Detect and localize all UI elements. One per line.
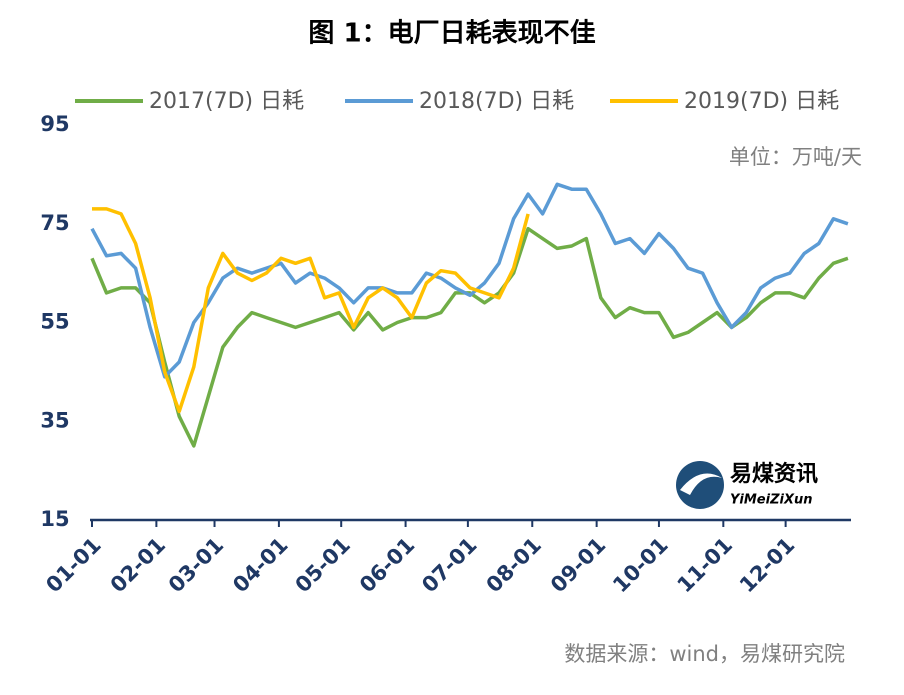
series-line bbox=[92, 207, 530, 414]
x-tick-label: 04-01 bbox=[228, 533, 292, 597]
y-tick-label: 75 bbox=[40, 211, 69, 235]
legend-label: 2017(7D) 日耗 bbox=[149, 89, 304, 114]
chart-title: 图 1：电厂日耗表现不佳 bbox=[308, 19, 595, 49]
source-note: 数据来源：wind，易煤研究院 bbox=[564, 642, 845, 666]
y-tick-label: 55 bbox=[40, 310, 69, 334]
series-line bbox=[90, 182, 849, 379]
x-tick-label: 05-01 bbox=[291, 533, 355, 597]
x-tick-label: 02-01 bbox=[106, 533, 170, 597]
x-tick-label: 12-01 bbox=[735, 533, 799, 597]
series-line bbox=[90, 226, 849, 448]
x-tick-label: 06-01 bbox=[355, 533, 419, 597]
x-tick-label: 01-01 bbox=[41, 533, 105, 597]
y-tick-label: 95 bbox=[40, 112, 69, 136]
logo-swoosh bbox=[680, 473, 722, 495]
y-tick-label: 15 bbox=[40, 507, 69, 531]
logo-subtitle: YiMeiZiXun bbox=[730, 493, 813, 508]
x-tick-label: 10-01 bbox=[608, 533, 672, 597]
legend-label: 2018(7D) 日耗 bbox=[419, 89, 574, 114]
x-tick-label: 08-01 bbox=[482, 533, 546, 597]
logo: 易煤资讯 YiMeiZiXun bbox=[676, 461, 818, 509]
x-tick-label: 07-01 bbox=[417, 533, 481, 597]
unit-label: 单位：万吨/天 bbox=[729, 145, 862, 169]
logo-name: 易煤资讯 bbox=[730, 461, 818, 487]
legend-label: 2019(7D) 日耗 bbox=[684, 89, 839, 114]
y-tick-label: 35 bbox=[40, 408, 69, 432]
logo-icon bbox=[676, 461, 724, 509]
x-tick-label: 03-01 bbox=[164, 533, 228, 597]
x-tick-label: 09-01 bbox=[546, 533, 610, 597]
x-tick-label: 11-01 bbox=[673, 533, 737, 597]
